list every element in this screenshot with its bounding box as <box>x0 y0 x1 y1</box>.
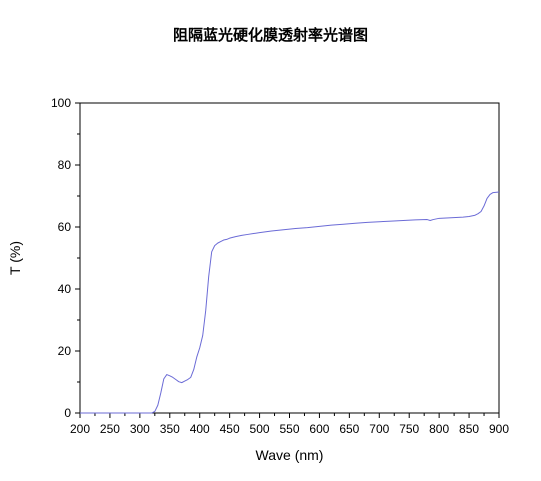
x-tick-label: 200 <box>70 422 90 436</box>
x-tick-label: 450 <box>220 422 240 436</box>
x-tick-label: 550 <box>279 422 299 436</box>
plot-frame <box>79 102 500 414</box>
y-tick-label: 100 <box>51 96 71 110</box>
x-tick-label: 400 <box>190 422 210 436</box>
y-tick-label: 40 <box>58 282 72 296</box>
y-tick-label: 0 <box>64 406 71 420</box>
x-tick-label: 650 <box>339 422 359 436</box>
y-tick-label: 80 <box>58 158 72 172</box>
transmittance-line <box>80 191 500 414</box>
x-tick-label: 800 <box>429 422 449 436</box>
chart-title: 阻隔蓝光硬化膜透射率光谱图 <box>172 26 368 44</box>
x-tick-label: 500 <box>250 422 270 436</box>
y-axis-label: T (%) <box>7 241 23 275</box>
x-axis-label: Wave (nm) <box>256 447 324 463</box>
ticks: 200 250 300 350 400 450 500 550 600 650 700 750 800 8… <box>51 96 509 436</box>
axes <box>79 102 500 414</box>
x-tick-label: 900 <box>489 422 509 436</box>
series-layer <box>80 191 500 414</box>
x-tick-label: 600 <box>309 422 329 436</box>
x-tick-label: 850 <box>459 422 479 436</box>
x-tick-label: 700 <box>369 422 389 436</box>
y-tick-label: 60 <box>58 220 72 234</box>
y-tick-label: 20 <box>58 344 72 358</box>
x-tick-label: 250 <box>100 422 120 436</box>
x-tick-label: 300 <box>130 422 150 436</box>
x-tick-label: 750 <box>399 422 419 436</box>
x-tick-label: 350 <box>160 422 180 436</box>
